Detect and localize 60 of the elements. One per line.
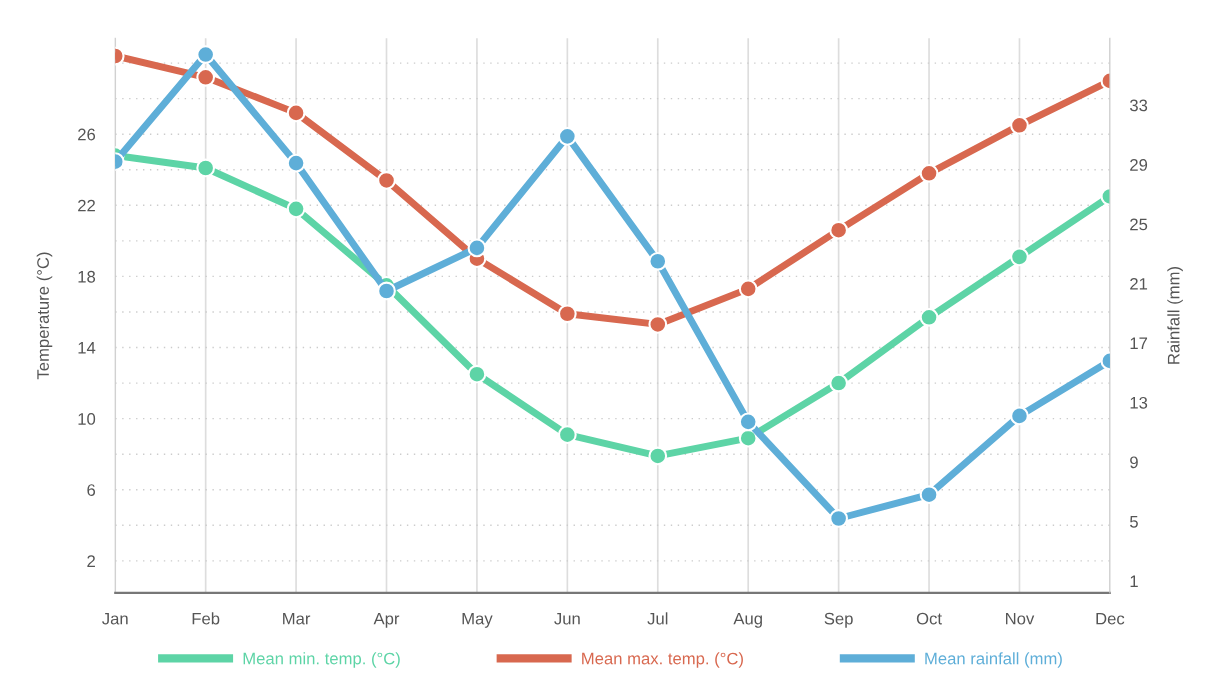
y2-tick-label: 5 — [1130, 516, 1138, 528]
y2-tick-label: 17 — [1130, 337, 1148, 350]
point — [1010, 115, 1029, 135]
point — [196, 158, 216, 178]
y-tick-label: 26 — [78, 128, 96, 141]
point — [1010, 406, 1029, 426]
point — [557, 304, 577, 324]
x-tick-label: Dec — [1096, 612, 1125, 625]
x-tick-label: Aug — [733, 612, 762, 628]
x-tick-label: Oct — [916, 612, 942, 625]
y2-tick-label: 9 — [1130, 456, 1138, 469]
point — [648, 446, 668, 466]
y-tick-label: 14 — [78, 342, 96, 354]
point — [919, 163, 939, 183]
y2-axis-title: Rainfall (mm) — [1167, 267, 1183, 364]
y-tick-label: 18 — [78, 270, 96, 283]
y2-tick-label: 21 — [1130, 277, 1148, 290]
x-tick-label: Nov — [1006, 612, 1035, 625]
point — [557, 425, 577, 444]
y-tick-label: 10 — [78, 413, 96, 425]
point — [829, 220, 848, 240]
point — [286, 199, 306, 219]
y-tick-label: 6 — [87, 484, 96, 496]
y-tick-label: 22 — [78, 199, 95, 212]
point — [196, 45, 216, 64]
point — [829, 373, 848, 393]
x-tick-label: Sep — [824, 612, 853, 628]
y2-tick-label: 25 — [1130, 218, 1148, 231]
legend-label: Mean max. temp. (°C) — [582, 652, 743, 668]
x-tick-label: Apr — [373, 612, 400, 628]
y2-tick-label: 13 — [1130, 396, 1148, 409]
y2-tick-label: 33 — [1129, 99, 1148, 112]
y-tick-label: 2 — [87, 555, 95, 567]
legend-label: Mean rainfall (mm) — [925, 652, 1062, 668]
point — [1010, 247, 1029, 267]
point — [648, 315, 668, 334]
point — [377, 281, 396, 301]
point — [377, 171, 396, 190]
x-tick-label: Mar — [283, 612, 311, 625]
point — [648, 251, 668, 271]
point — [196, 67, 216, 87]
y-axis-title: Temperature (°C) — [36, 252, 53, 380]
y2-tick-label: 1 — [1130, 575, 1138, 587]
point — [286, 103, 306, 123]
point — [738, 279, 758, 299]
point — [919, 307, 939, 327]
point — [919, 485, 939, 505]
x-tick-label: May — [462, 612, 493, 628]
x-tick-label: Jan — [102, 612, 128, 625]
point — [557, 126, 577, 146]
point — [286, 153, 306, 173]
legend-label: Mean min. temp. (°C) — [243, 652, 400, 668]
point — [467, 238, 487, 258]
point — [738, 412, 758, 432]
x-tick-label: Jun — [554, 612, 580, 625]
point — [829, 509, 848, 528]
y2-tick-label: 29 — [1130, 159, 1148, 171]
x-tick-label: Jul — [647, 612, 668, 625]
x-tick-label: Feb — [192, 612, 220, 625]
point — [467, 364, 487, 384]
